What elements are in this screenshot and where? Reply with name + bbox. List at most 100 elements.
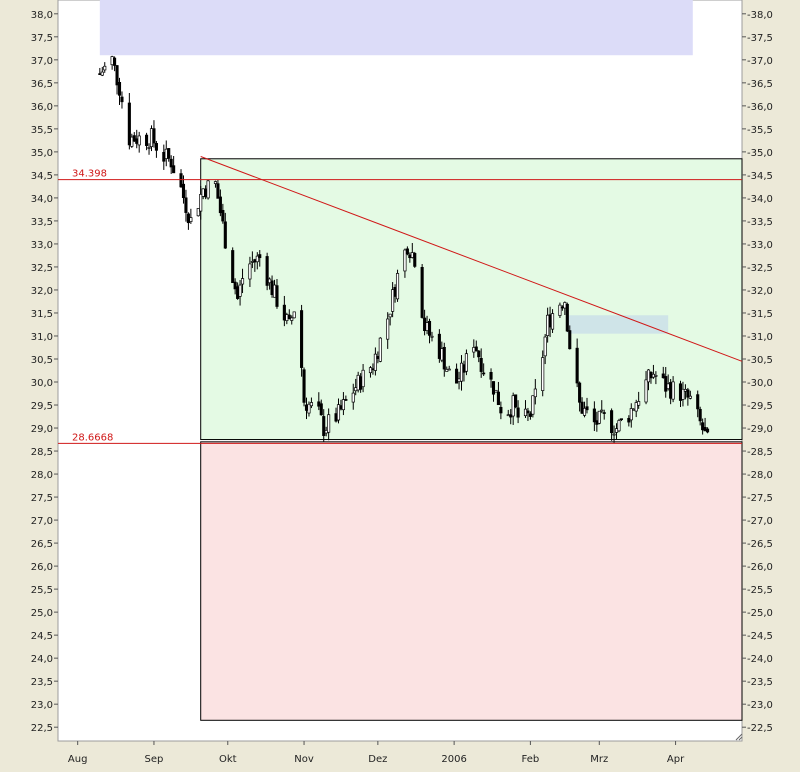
candle	[103, 62, 107, 73]
candle-body	[172, 165, 176, 174]
candle	[427, 318, 432, 344]
candle	[368, 366, 373, 378]
candle	[496, 381, 500, 406]
x-tick-label: Aug	[68, 754, 88, 765]
y-tick-label-right: -32,0	[747, 286, 773, 297]
candle-body	[464, 353, 468, 372]
candle-body	[511, 395, 515, 417]
candle	[477, 350, 481, 363]
candle	[386, 312, 390, 349]
x-tick-label: Nov	[294, 754, 314, 765]
candle-body	[688, 395, 692, 399]
candle	[307, 401, 311, 417]
candle-body	[213, 181, 218, 184]
candle-body	[285, 314, 289, 321]
candle-body	[386, 318, 390, 340]
candle	[233, 278, 237, 295]
candle	[231, 247, 235, 283]
candle	[661, 366, 665, 379]
candle	[619, 418, 623, 422]
candle-body	[265, 256, 269, 286]
candle	[541, 350, 545, 397]
x-tick-label: Okt	[219, 754, 237, 765]
candle	[565, 302, 569, 333]
candle-body	[361, 369, 365, 388]
candle-body	[541, 357, 545, 391]
candle-body	[145, 134, 149, 146]
candle-body	[580, 401, 584, 414]
candle-body	[103, 65, 107, 71]
candle-body	[221, 209, 225, 222]
y-tick-label-right: -33,5	[747, 217, 773, 228]
x-tick-label: 2006	[441, 754, 466, 765]
x-tick-label: Apr	[667, 754, 685, 765]
candle	[154, 140, 158, 158]
y-tick-label-left: 30,5	[31, 355, 53, 366]
candle	[597, 410, 601, 425]
candle-body	[506, 414, 510, 417]
y-tick-label-right: -37,5	[747, 33, 773, 44]
y-tick-label-left: 37,0	[31, 56, 53, 67]
candle-body	[302, 369, 306, 403]
candle-body	[427, 320, 432, 336]
candle-body	[368, 367, 373, 374]
candle-body	[137, 135, 141, 146]
candle-body	[649, 371, 653, 379]
y-tick-label-right: -31,0	[747, 332, 773, 343]
candle-body	[356, 374, 360, 391]
candle-body	[472, 347, 476, 353]
candle-body	[600, 409, 604, 412]
y-tick-label-left: 23,0	[31, 700, 53, 711]
candle	[629, 403, 633, 428]
y-tick-label-right: -29,0	[747, 424, 773, 435]
candle	[248, 256, 252, 287]
candle-body	[268, 278, 272, 284]
zone-4	[567, 315, 669, 334]
candle-body	[646, 369, 651, 383]
candle-body	[602, 412, 606, 414]
candle-body	[351, 392, 355, 403]
y-tick-label-right: -32,5	[747, 263, 773, 274]
candle	[322, 409, 326, 442]
candle-body	[627, 417, 631, 423]
candle-body	[206, 180, 210, 199]
candle-body	[706, 428, 710, 433]
zone-3	[200, 441, 743, 721]
candles	[98, 55, 710, 443]
candle	[265, 252, 269, 291]
y-tick-label-right: -38,0	[747, 10, 773, 21]
y-tick-label-left: 36,5	[31, 79, 53, 90]
candle	[580, 397, 584, 414]
candle-body	[371, 368, 375, 371]
candle-body	[568, 330, 572, 350]
y-tick-label-left: 38,0	[31, 10, 53, 21]
candle-body	[307, 403, 311, 414]
candle-body	[533, 388, 537, 398]
candle	[199, 185, 203, 220]
candle	[378, 337, 382, 363]
candle	[526, 407, 530, 421]
candle	[612, 425, 616, 443]
candle	[499, 401, 503, 420]
y-tick-label-right: -22,5	[747, 723, 773, 734]
candle	[528, 411, 532, 420]
candle-body	[336, 404, 341, 421]
y-tick-label-right: -28,5	[747, 447, 773, 458]
candle	[117, 77, 122, 105]
candle-body	[132, 135, 136, 142]
candle-body	[201, 188, 205, 197]
candle	[132, 132, 136, 142]
y-tick-label-right: -34,5	[747, 171, 773, 182]
y-tick-label-left: 27,0	[31, 516, 53, 527]
candle	[309, 397, 313, 409]
candle	[395, 269, 400, 302]
candle-body	[678, 383, 683, 401]
resistance-trendline	[200, 156, 743, 362]
candle	[654, 371, 658, 385]
y-tick-label-left: 32,5	[31, 263, 53, 274]
candle-body	[701, 422, 705, 431]
y-tick-label-left: 30,0	[31, 378, 53, 389]
candle-body	[334, 413, 338, 422]
candle-body	[491, 381, 496, 395]
